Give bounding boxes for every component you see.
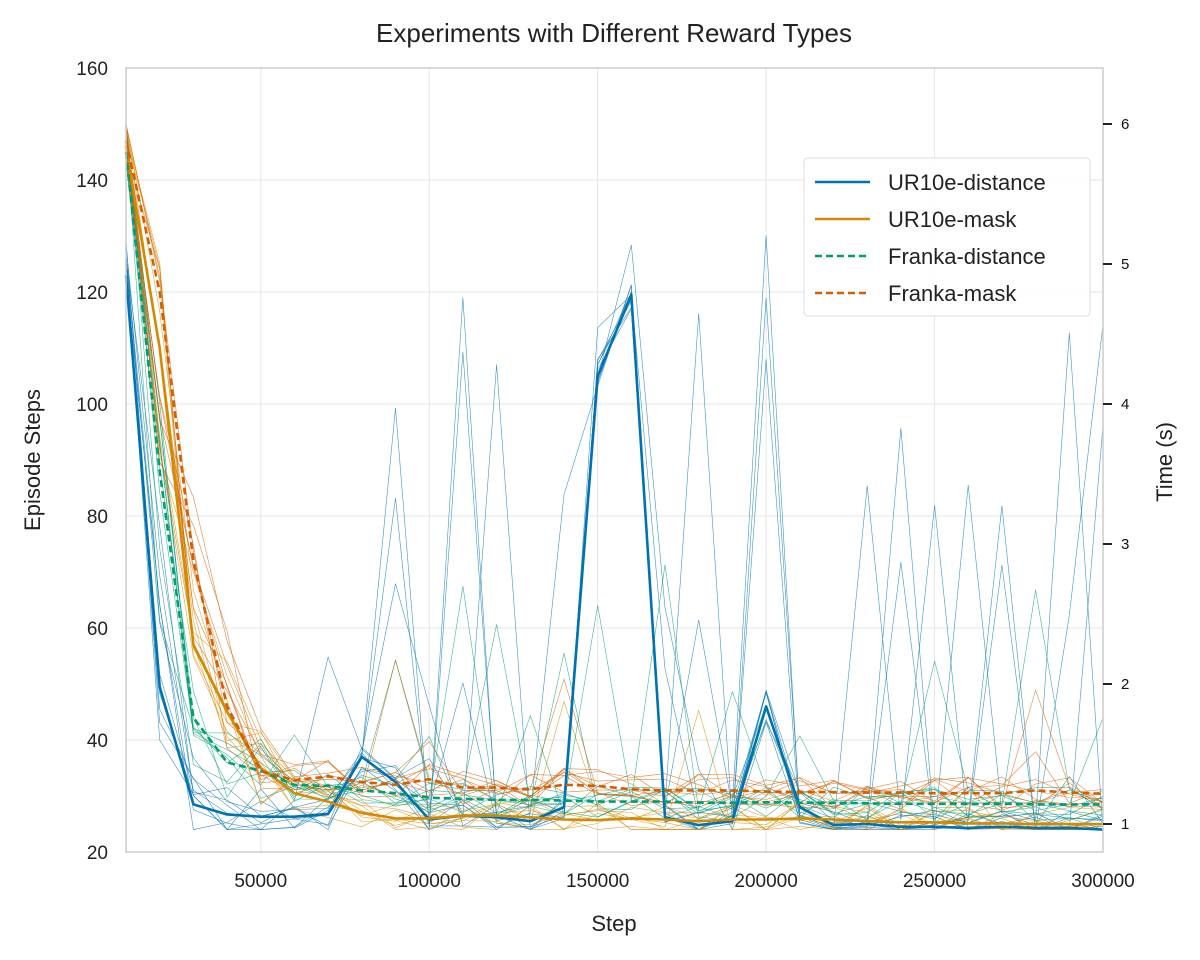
- legend-label: Franka-distance: [888, 244, 1046, 269]
- legend-label: UR10e-mask: [888, 207, 1017, 232]
- y-tick-label: 100: [76, 395, 108, 416]
- x-tick-label: 250000: [903, 871, 966, 892]
- right-tick-label: 1: [1121, 816, 1129, 833]
- run-trace: [125, 134, 1104, 820]
- x-tick-label: 200000: [734, 871, 797, 892]
- right-axis-title: Time (s): [1152, 422, 1177, 502]
- chart-title: Experiments with Different Reward Types: [376, 18, 852, 48]
- x-axis-ticks: 50000 100000 150000 200000 250000 300000: [234, 871, 1134, 892]
- run-trace: [125, 162, 1104, 815]
- y-tick-label: 60: [87, 619, 108, 640]
- mean-series: [124, 140, 1104, 831]
- y-tick-label: 140: [76, 171, 108, 192]
- x-axis-title: Step: [591, 911, 636, 936]
- y-tick-label: 20: [87, 843, 108, 864]
- series-line: [124, 275, 1104, 831]
- right-axis-ticks: 1 2 3 4 5 6: [1103, 116, 1129, 833]
- right-tick-label: 3: [1121, 536, 1129, 553]
- right-tick-label: 4: [1121, 396, 1129, 413]
- plot-frame: [125, 67, 1104, 853]
- run-trace: [125, 123, 1104, 809]
- right-tick-label: 6: [1121, 116, 1129, 133]
- legend-label: UR10e-distance: [888, 170, 1046, 195]
- run-trace: [125, 149, 1104, 808]
- run-trace: [125, 161, 1104, 819]
- series-line: [124, 140, 1104, 796]
- run-trace: [125, 139, 1104, 809]
- series-line: [124, 151, 1103, 806]
- run-trace: [125, 156, 1104, 830]
- y-axis-title: Episode Steps: [20, 389, 45, 531]
- y-tick-label: 40: [87, 731, 108, 752]
- legend-label: Franka-mask: [888, 281, 1017, 306]
- legend-box: [803, 157, 1091, 317]
- y-axis-ticks: 20 40 60 80 100 120 140 160: [76, 59, 108, 864]
- x-tick-label: 50000: [234, 871, 287, 892]
- right-tick-label: 2: [1121, 676, 1129, 693]
- run-trace: [125, 150, 1104, 807]
- legend: UR10e-distance UR10e-mask Franka-distance F…: [803, 157, 1091, 317]
- x-tick-label: 100000: [398, 871, 461, 892]
- y-tick-label: 80: [87, 507, 108, 528]
- right-tick-label: 5: [1121, 256, 1129, 273]
- x-tick-label: 300000: [1071, 871, 1134, 892]
- x-tick-label: 150000: [566, 871, 629, 892]
- run-trace: [125, 154, 1104, 804]
- y-tick-label: 120: [76, 283, 108, 304]
- series-line: [124, 146, 1103, 826]
- y-tick-label: 160: [76, 59, 108, 80]
